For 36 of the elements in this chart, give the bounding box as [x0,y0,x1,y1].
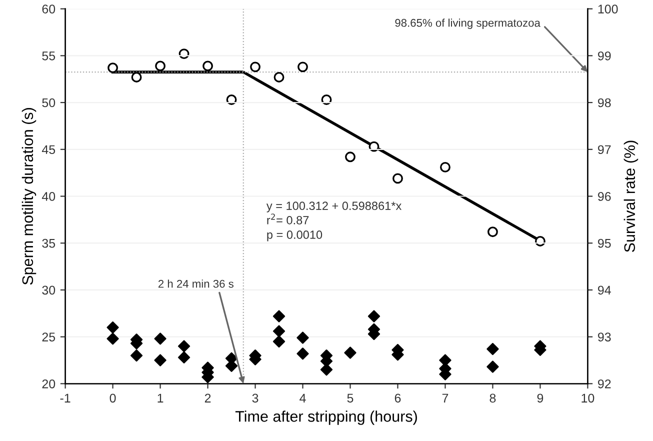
x-tick-label: 4 [300,394,306,402]
y2-tick-label: 99 [598,51,611,60]
x-tick-label: 5 [347,394,354,403]
x-tick-label: -1 [60,394,70,402]
annotation: y = 100.312 + 0.598861*x r$^{2}$= 0.87 p = 0.0010 [266,202,402,242]
ref-line-label: 98.65% of living spermatozoa [395,18,540,29]
y2-axis-title: Survival rate (%) [624,140,638,252]
x-axis-title: Time after stripping (hours) [235,410,417,425]
x-tick-label: 0 [110,394,116,403]
x-tick-label: 3 [252,394,258,403]
annotation: 2 h 24 min 36 s [158,280,234,288]
y-tick-label: 20 [42,379,56,388]
y-tick-label: 60 [42,4,56,14]
y2-tick-label: 94 [598,286,611,295]
y-tick-label: 25 [42,332,56,342]
y-tick-label: 40 [42,192,56,201]
x-tick-label: 8 [490,394,496,403]
x-tick-label: 10 [582,394,594,403]
y-tick-label: 50 [42,98,56,108]
y2-tick-label: 92 [598,379,611,388]
x-tick-label: 6 [394,394,401,403]
y-tick-label: 30 [42,286,56,295]
y-tick-label: 45 [42,145,56,154]
y-tick-label: 55 [42,52,56,60]
x-tick-label: 7 [442,394,448,402]
y2-tick-label: 100 [598,4,618,14]
y2-tick-label: 96 [598,192,611,201]
x-tick-label: 1 [158,394,164,402]
y-axis-title: Sperm motility duration (s) [22,108,36,285]
y2-tick-label: 93 [598,332,611,342]
y-tick-label: 35 [42,238,56,248]
y2-tick-label: 98 [598,98,611,108]
y2-tick-label: 95 [598,238,611,248]
y2-tick-label: 97 [598,145,611,154]
x-tick-label: 9 [537,394,544,403]
x-tick-label: 2 [204,394,211,402]
